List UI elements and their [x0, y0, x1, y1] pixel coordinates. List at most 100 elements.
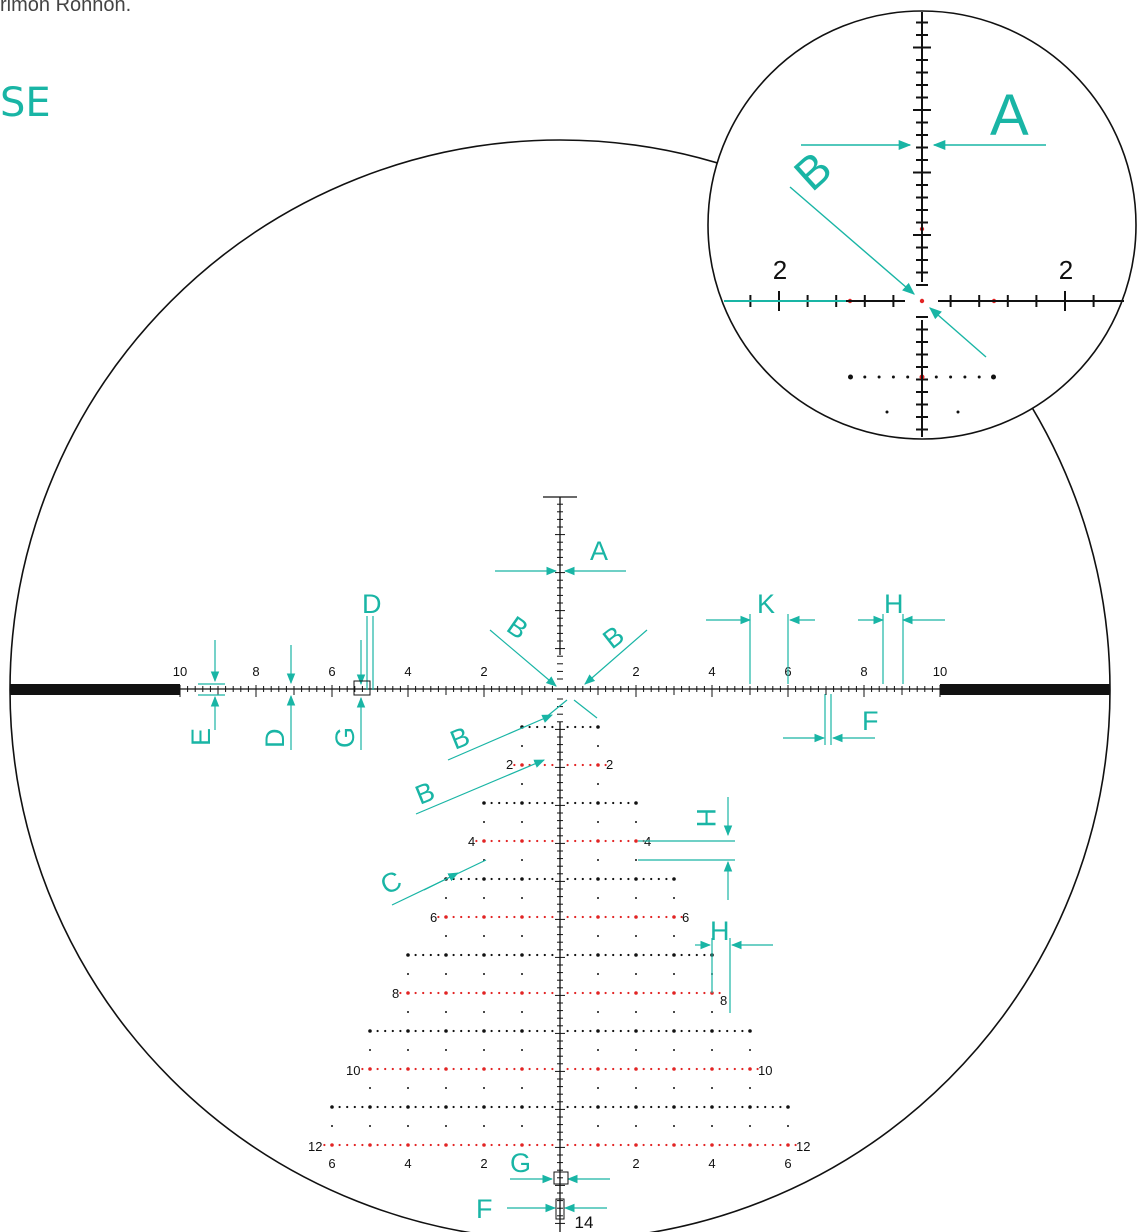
holdover-sparse-dot [597, 935, 599, 937]
holdover-dot [543, 1029, 546, 1033]
holdover-dot-red [429, 1143, 432, 1147]
holdover-sparse-dot [673, 973, 675, 975]
inset-dot [863, 375, 867, 379]
holdover-sparse-dot [521, 1011, 523, 1013]
holdover-dot [551, 877, 554, 881]
holdover-dot [604, 1105, 607, 1109]
holdover-label-right: 2 [606, 757, 613, 772]
holdover-sparse-dot [445, 897, 447, 899]
holdover-dot-red [688, 1143, 691, 1147]
holdover-dot-red [376, 1143, 379, 1147]
holdover-dot-red [391, 1067, 394, 1071]
holdover-sparse-dot [521, 897, 523, 899]
windage-label: 4 [708, 664, 715, 679]
holdover-sparse-dot [635, 859, 637, 861]
holdover-dot-red [589, 1067, 592, 1071]
holdover-label-left: 2 [506, 757, 513, 772]
holdover-dot [460, 877, 463, 881]
holdover-dot-red [627, 1143, 630, 1147]
holdover-dot [475, 1029, 478, 1033]
callout-label-b: B [446, 721, 474, 756]
bottom-scale-label: 2 [480, 1156, 487, 1171]
holdover-dot-red [437, 915, 440, 919]
holdover-dot-red [482, 915, 486, 919]
holdover-dot [726, 1029, 729, 1033]
holdover-dot-red [520, 839, 524, 843]
holdover-dot [498, 1105, 501, 1109]
holdover-dot-red [467, 1143, 470, 1147]
holdover-sparse-dot [521, 859, 523, 861]
windage-label: 2 [480, 664, 487, 679]
holdover-dot-red [642, 915, 645, 919]
holdover-dot-red [581, 1067, 584, 1071]
holdover-dot [688, 953, 691, 957]
holdover-dot-red [574, 1067, 577, 1071]
holdover-dot-red [680, 915, 683, 919]
holdover-dot [467, 1105, 470, 1109]
holdover-dot [422, 953, 425, 957]
holdover-dot-red [596, 915, 600, 919]
holdover-dot [498, 877, 501, 881]
holdover-dot [391, 1029, 394, 1033]
holdover-dot-red [650, 1143, 653, 1147]
holdover-label-left: 6 [430, 910, 437, 925]
holdover-dot [604, 953, 607, 957]
holdover-sparse-dot [331, 1125, 333, 1127]
holdover-dot [520, 801, 524, 805]
holdover-sparse-dot [635, 935, 637, 937]
holdover-dot [650, 1029, 653, 1033]
holdover-dot [604, 877, 607, 881]
holdover-dot [505, 953, 508, 957]
holdover-sparse-dot [673, 1125, 675, 1127]
holdover-dot-red [619, 915, 622, 919]
holdover-dot-red [589, 915, 592, 919]
holdover-dot-red [604, 1143, 607, 1147]
holdover-dot [627, 877, 630, 881]
holdover-dot-red [718, 1143, 721, 1147]
holdover-dot [650, 953, 653, 957]
holdover-dot-red [520, 1143, 524, 1147]
holdover-dot-red [741, 1067, 744, 1071]
holdover-sparse-dot [711, 1011, 713, 1013]
holdover-dot-red [505, 991, 508, 995]
holdover-dot-red [612, 1143, 615, 1147]
holdover-dot-red [596, 839, 600, 843]
holdover-dot-red [543, 991, 546, 995]
holdover-sparse-dot [445, 935, 447, 937]
windage-ticks [179, 685, 941, 697]
holdover-dot [589, 877, 592, 881]
holdover-sparse-dot [445, 1087, 447, 1089]
holdover-dot [414, 1105, 417, 1109]
holdover-dot-red [566, 915, 569, 919]
holdover-dot [368, 1029, 372, 1033]
holdover-dot [566, 877, 569, 881]
callout-letters: A K H D F B B B B C H H E D G G F [186, 536, 904, 1224]
holdover-dot-red [467, 915, 470, 919]
holdover-dot-red [642, 1067, 645, 1071]
holdover-sparse-dot [673, 1011, 675, 1013]
holdover-dot-red [604, 839, 607, 843]
holdover-dot-red [650, 991, 653, 995]
holdover-dot [642, 1029, 645, 1033]
holdover-dot-red [680, 1143, 683, 1147]
holdover-dot-red [467, 991, 470, 995]
holdover-sparse-dot [445, 1049, 447, 1051]
holdover-dot [543, 1105, 546, 1109]
holdover-dot-red [566, 1067, 569, 1071]
holdover-dot-red [452, 1143, 455, 1147]
holdover-dot-red [437, 991, 440, 995]
holdover-dot-red [368, 1143, 372, 1147]
holdover-dot-red [384, 1067, 387, 1071]
holdover-sparse-dot [673, 897, 675, 899]
callout-label-g: G [330, 727, 360, 748]
holdover-dot [391, 1105, 394, 1109]
holdover-sparse-dot [407, 1087, 409, 1089]
f-box-bottom [555, 1198, 565, 1220]
holdover-dot [634, 953, 638, 957]
holdover-dot [498, 953, 501, 957]
holdover-dot-red [642, 1143, 645, 1147]
holdover-dot [513, 801, 516, 805]
g-box-left [353, 680, 371, 696]
holdover-dot [710, 1029, 714, 1033]
holdover-dot-red [589, 1143, 592, 1147]
